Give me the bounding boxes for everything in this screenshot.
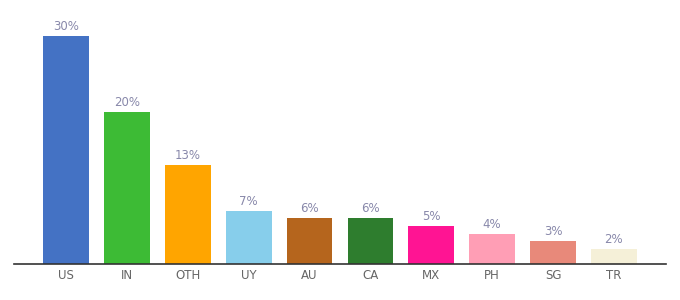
Bar — [530, 241, 576, 264]
Bar — [226, 211, 271, 264]
Text: 4%: 4% — [483, 218, 501, 231]
Text: 20%: 20% — [114, 96, 140, 109]
Text: 13%: 13% — [175, 149, 201, 162]
Bar — [287, 218, 333, 264]
Text: 6%: 6% — [301, 202, 319, 215]
Bar — [44, 36, 89, 264]
Bar — [469, 234, 515, 264]
Text: 7%: 7% — [239, 195, 258, 208]
Bar — [347, 218, 393, 264]
Text: 3%: 3% — [544, 225, 562, 238]
Text: 2%: 2% — [605, 233, 623, 246]
Bar — [591, 249, 636, 264]
Text: 30%: 30% — [53, 20, 79, 33]
Text: 6%: 6% — [361, 202, 379, 215]
Text: 5%: 5% — [422, 210, 441, 223]
Bar — [104, 112, 150, 264]
Bar — [409, 226, 454, 264]
Bar — [165, 165, 211, 264]
